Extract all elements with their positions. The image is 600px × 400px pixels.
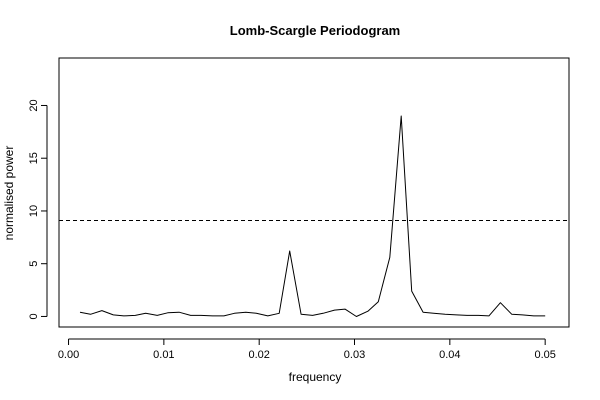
x-tick-label: 0.03 [344,349,365,361]
x-tick-label: 0.05 [534,349,555,361]
periodogram-line [79,115,546,317]
x-tick-label: 0.01 [153,349,174,361]
y-axis-title: normalised power [2,146,16,241]
x-tick-label: 0.02 [248,349,269,361]
y-tick-label: 15 [28,152,40,164]
y-tick-label: 10 [28,205,40,217]
y-tick-label: 20 [28,99,40,111]
x-axis-title: frequency [289,370,342,384]
y-tick-label: 0 [28,313,40,319]
x-tick-label: 0.00 [58,349,79,361]
x-tick-label: 0.04 [439,349,460,361]
plot-frame [58,57,570,328]
chart-marks: 0.00 0.01 0.02 0.03 0.04 0.05 0 5 10 15 20 [28,57,570,361]
y-tick-label: 5 [28,261,40,267]
chart-title: Lomb-Scargle Periodogram [230,23,400,38]
